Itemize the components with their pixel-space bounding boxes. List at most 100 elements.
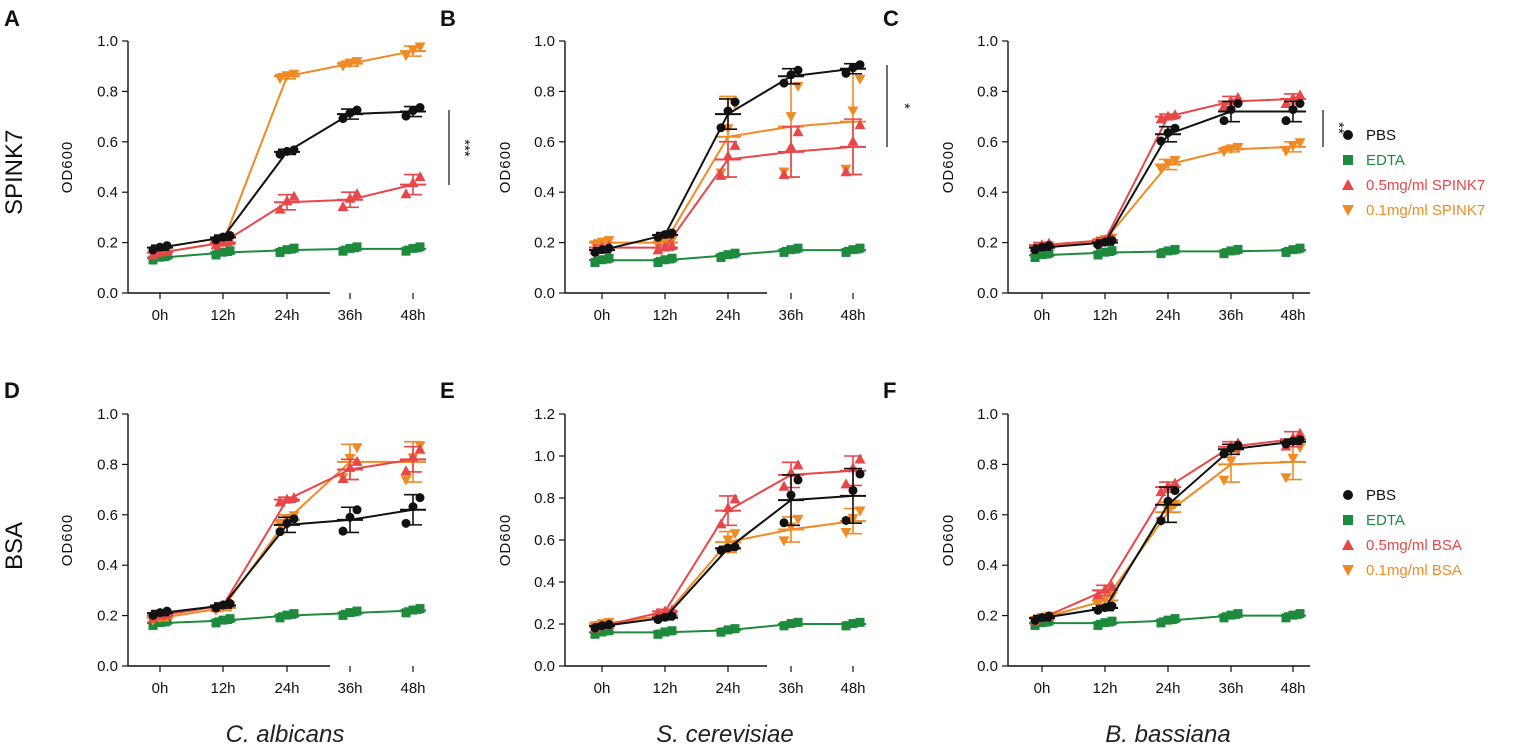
x-tick-label: 48h [1280, 307, 1305, 324]
data-point [1092, 589, 1104, 600]
data-point [1225, 144, 1237, 155]
y-tick-label: 0.0 [977, 285, 998, 302]
data-point [666, 240, 678, 251]
data-point [604, 626, 614, 636]
panel-letter: D [4, 378, 20, 403]
data-point [779, 518, 789, 528]
y-tick-label: 0.8 [534, 83, 555, 100]
data-point [211, 618, 221, 628]
data-point [1163, 246, 1173, 256]
data-point [282, 245, 292, 255]
series-low [1029, 443, 1306, 626]
data-point [338, 246, 348, 256]
data-point [162, 606, 172, 616]
data-point [225, 231, 235, 241]
y-tick-label: 0.4 [977, 184, 998, 201]
series-high [1029, 89, 1306, 252]
data-point [597, 627, 607, 637]
significance-label: ** [1330, 122, 1347, 134]
data-point [667, 228, 677, 238]
data-point [1106, 580, 1118, 591]
data-point [414, 42, 426, 53]
data-point [275, 247, 285, 257]
data-point [1037, 242, 1047, 252]
data-point [667, 626, 677, 636]
data-point [1281, 439, 1291, 449]
x-tick-label: 48h [400, 680, 425, 697]
data-point [792, 459, 804, 470]
data-point [1170, 123, 1180, 133]
data-point [1288, 245, 1298, 255]
data-point [1107, 236, 1117, 246]
data-point [1107, 616, 1117, 626]
data-point [162, 241, 172, 251]
data-point [1156, 136, 1166, 146]
data-point [1044, 611, 1054, 621]
data-point [282, 146, 292, 156]
y-axis-label: OD600 [497, 514, 514, 567]
data-point [653, 615, 663, 625]
data-point [793, 475, 803, 485]
data-point [653, 629, 663, 639]
data-point [274, 74, 286, 85]
data-point [1281, 613, 1291, 623]
data-point [792, 126, 804, 137]
data-point [1163, 615, 1173, 625]
data-point [1155, 113, 1167, 124]
data-point [854, 506, 866, 517]
data-point [408, 502, 418, 512]
data-point [1295, 435, 1305, 445]
data-point [1163, 128, 1173, 138]
data-point [148, 245, 158, 255]
data-point [793, 65, 803, 75]
data-point [841, 621, 851, 631]
legend-marker-pbs [1343, 490, 1353, 500]
data-point [1218, 100, 1230, 111]
y-tick-label: 0.4 [97, 557, 118, 574]
x-tick-label: 24h [715, 680, 740, 697]
data-point [1093, 605, 1103, 615]
series-line [159, 460, 413, 620]
data-point [338, 610, 348, 620]
data-point [289, 243, 299, 253]
series-edta [589, 243, 866, 268]
legend-marker-high [1342, 179, 1354, 190]
data-point [407, 451, 419, 462]
data-point [288, 69, 300, 80]
data-point [660, 255, 670, 265]
data-point [848, 619, 858, 629]
data-point [597, 255, 607, 265]
x-tick-label: 12h [210, 307, 235, 324]
data-point [351, 188, 363, 199]
data-point [590, 629, 600, 639]
y-tick-label: 0.0 [534, 658, 555, 675]
data-point [786, 619, 796, 629]
legend-label: PBS [1366, 487, 1396, 504]
data-point [1218, 475, 1230, 486]
data-point [793, 617, 803, 627]
data-point [1294, 427, 1306, 438]
data-point [415, 604, 425, 614]
series-pbs [589, 60, 866, 257]
x-tick-label: 12h [1092, 680, 1117, 697]
data-point [667, 253, 677, 263]
data-point [407, 177, 419, 188]
data-point [841, 515, 851, 525]
legend-label: 0.5mg/ml BSA [1366, 537, 1462, 554]
y-tick-label: 0.8 [97, 456, 118, 473]
data-point [211, 250, 221, 260]
data-point [400, 475, 412, 486]
y-tick-label: 0.6 [534, 532, 555, 549]
data-point [1093, 620, 1103, 630]
data-point [785, 112, 797, 123]
y-tick-label: 1.0 [534, 33, 555, 50]
data-point [1156, 618, 1166, 628]
y-tick-label: 0.0 [97, 285, 118, 302]
data-point [729, 529, 741, 540]
data-point [1163, 496, 1173, 506]
data-point [1294, 443, 1306, 454]
data-point [415, 242, 425, 252]
y-tick-label: 0.6 [977, 134, 998, 151]
x-tick-label: 0h [1034, 307, 1051, 324]
y-tick-label: 1.0 [977, 406, 998, 423]
